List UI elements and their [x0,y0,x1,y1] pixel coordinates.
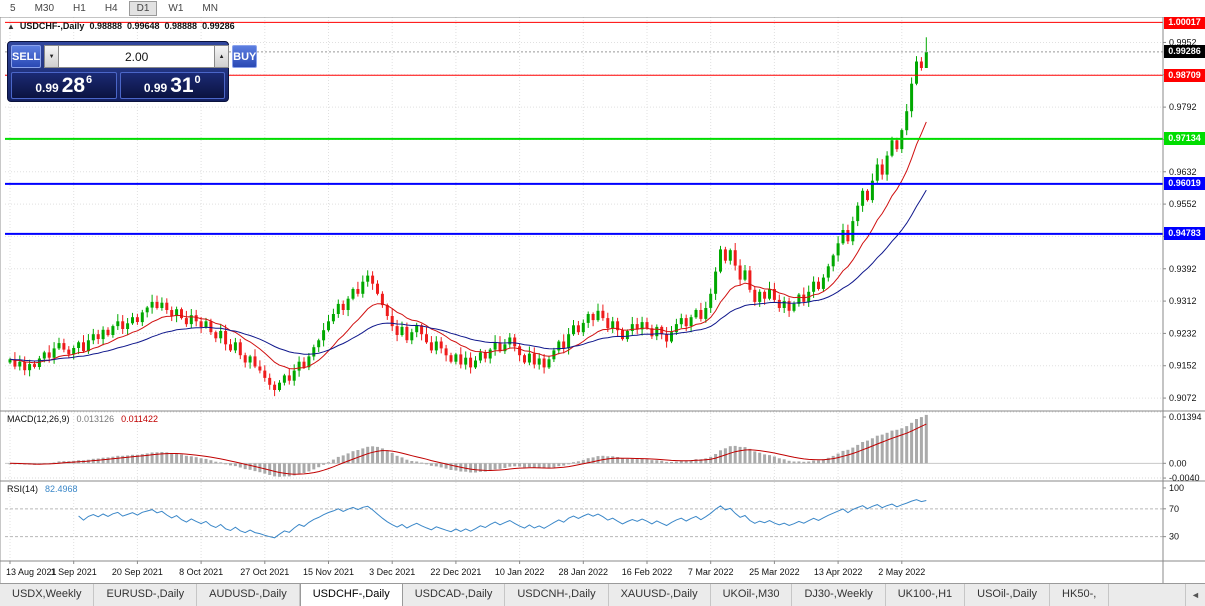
volume-input[interactable] [59,45,215,68]
rsi-panel [5,499,1163,539]
svg-text:15 Nov 2021: 15 Nov 2021 [303,567,354,577]
svg-text:0.9952: 0.9952 [1169,37,1197,47]
ohlc-info-line: ▲ USDCHF-,Daily 0.98888 0.99648 0.98888 … [7,21,235,31]
chart-tab-active[interactable]: USDCHF-,Daily [299,584,403,606]
chart-tab[interactable]: USDX,Weekly [0,584,95,606]
sell-price[interactable]: 0.99 28 6 [11,72,117,99]
svg-text:0.9392: 0.9392 [1169,264,1197,274]
svg-text:100: 100 [1169,483,1184,493]
current-price-tag: 0.99286 [1164,45,1205,58]
svg-text:16 Feb 2022: 16 Feb 2022 [622,567,673,577]
svg-text:2 May 2022: 2 May 2022 [878,567,925,577]
rsi-indicator-label: RSI(14) 82.4968 [7,484,78,494]
svg-text:27 Oct 2021: 27 Oct 2021 [240,567,289,577]
one-click-trading-panel: SELL ▼ ▲ BUY 0.99 28 6 0.99 31 0 [7,41,258,102]
chart-tab-bar: USDX,Weekly EURUSD-,Daily AUDUSD-,Daily … [0,583,1205,606]
chart-tab[interactable]: AUDUSD-,Daily [197,584,300,606]
chart-tab[interactable]: USDCNH-,Daily [505,584,609,606]
timeframe-button-mn[interactable]: MN [202,3,218,14]
resistance-price-tag: 1.00017 [1164,16,1205,29]
svg-text:0.9072: 0.9072 [1169,393,1197,403]
support-price-tag: 0.94783 [1164,227,1205,240]
chart-tab[interactable]: HK50-, [1050,584,1110,606]
svg-text:28 Jan 2022: 28 Jan 2022 [559,567,609,577]
svg-text:30: 30 [1169,532,1179,542]
svg-text:0.9552: 0.9552 [1169,199,1197,209]
svg-text:-0.0040: -0.0040 [1169,473,1200,483]
support-price-tag: 0.97134 [1164,132,1205,145]
svg-text:0.9632: 0.9632 [1169,167,1197,177]
timeframe-button-m5[interactable]: 5 [10,3,16,14]
high-value: 0.99648 [126,21,160,31]
sell-button[interactable]: SELL [11,45,42,68]
svg-text:0.9152: 0.9152 [1169,361,1197,371]
chart-tab[interactable]: UK100-,H1 [886,584,966,606]
svg-text:3 Dec 2021: 3 Dec 2021 [369,567,415,577]
chart-tab[interactable]: USOil-,Daily [965,584,1051,606]
volume-increase-button[interactable]: ▲ [214,45,230,68]
open-value: 0.98888 [89,21,122,31]
macd-indicator-label: MACD(12,26,9) 0.013126 0.011422 [7,414,158,424]
buy-button[interactable]: BUY [232,45,258,68]
svg-text:0.01394: 0.01394 [1169,412,1202,422]
symbol-label: USDCHF-,Daily [19,21,85,31]
timeframe-toolbar: 5 M30 H1 H4 D1 W1 MN [0,0,1205,17]
svg-text:13 Aug 2021: 13 Aug 2021 [6,567,57,577]
svg-text:25 Mar 2022: 25 Mar 2022 [749,567,800,577]
low-value: 0.98888 [164,21,198,31]
svg-text:8 Oct 2021: 8 Oct 2021 [179,567,223,577]
svg-text:1 Sep 2021: 1 Sep 2021 [51,567,97,577]
svg-text:0.9232: 0.9232 [1169,328,1197,338]
svg-text:13 Apr 2022: 13 Apr 2022 [814,567,863,577]
timeframe-button-m30[interactable]: M30 [34,3,55,14]
timeframe-button-d1[interactable]: D1 [128,1,158,16]
price-axis: 0.99520.98720.97920.97120.96320.95520.94… [1163,37,1202,542]
support-price-tag: 0.96019 [1164,177,1205,190]
svg-text:7 Mar 2022: 7 Mar 2022 [688,567,734,577]
macd-panel [5,411,1163,479]
resistance-price-tag: 0.98709 [1164,69,1205,82]
chart-tab[interactable]: EURUSD-,Daily [94,584,198,606]
chart-tab[interactable]: UKOil-,M30 [711,584,793,606]
chart-tab[interactable]: DJ30-,Weekly [792,584,886,606]
chart-tab[interactable]: XAUUSD-,Daily [609,584,711,606]
timeframe-button-h4[interactable]: H4 [104,3,118,14]
candles-layer [8,37,928,397]
svg-text:22 Dec 2021: 22 Dec 2021 [430,567,481,577]
svg-text:0.9792: 0.9792 [1169,102,1197,112]
svg-text:10 Jan 2022: 10 Jan 2022 [495,567,545,577]
volume-decrease-button[interactable]: ▼ [44,45,60,68]
chart-tab[interactable]: USDCAD-,Daily [403,584,506,606]
svg-text:20 Sep 2021: 20 Sep 2021 [112,567,163,577]
timeframe-button-w1[interactable]: W1 [168,3,184,14]
tab-scroll-left-icon[interactable]: ◄ [1185,584,1205,606]
buy-price[interactable]: 0.99 31 0 [119,72,225,99]
svg-text:70: 70 [1169,504,1179,514]
timeframe-button-h1[interactable]: H1 [73,3,86,14]
collapse-panel-icon[interactable]: ▲ [7,21,15,31]
close-value: 0.99286 [202,21,235,31]
volume-stepper: ▼ ▲ [44,45,230,68]
svg-text:0.9312: 0.9312 [1169,296,1197,306]
moving-average-lines [9,121,927,370]
svg-text:0.00: 0.00 [1169,458,1187,468]
